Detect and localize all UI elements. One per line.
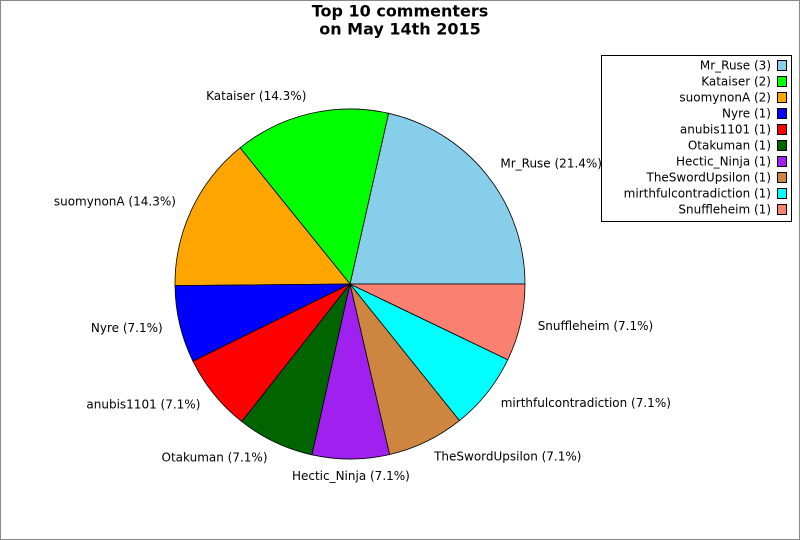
pie-slice <box>239 108 390 285</box>
slice-label: Otakuman (7.1%) <box>162 450 268 464</box>
slice-label: TheSwordUpsilon (7.1%) <box>433 450 581 464</box>
legend-label: suomynonA (2) <box>679 91 771 105</box>
legend-swatch <box>777 76 787 87</box>
slice-label: suomynonA (14.3%) <box>54 194 176 208</box>
slice-label: anubis1101 (7.1%) <box>86 398 200 412</box>
pie-slice <box>349 112 526 285</box>
legend-swatch <box>777 188 787 199</box>
legend-label: mirthfulcontradiction (1) <box>624 187 771 201</box>
slice-label: mirthfulcontradiction (7.1%) <box>501 396 671 410</box>
legend-swatch <box>777 204 787 215</box>
legend-label: TheSwordUpsilon (1) <box>645 171 771 185</box>
legend-label: Kataiser (2) <box>701 75 771 89</box>
chart-title: on May 14th 2015 <box>319 20 481 39</box>
legend-label: Snuffleheim (1) <box>678 203 771 217</box>
legend-swatch <box>777 172 787 183</box>
legend-swatch <box>777 92 787 103</box>
slice-label: Snuffleheim (7.1%) <box>538 319 654 333</box>
legend-swatch <box>777 60 787 71</box>
legend-label: Mr_Ruse (3) <box>700 59 771 73</box>
pie-slice <box>174 147 351 287</box>
legend-label: Otakuman (1) <box>688 139 771 153</box>
slice-label: Mr_Ruse (21.4%) <box>500 156 602 170</box>
legend-swatch <box>777 140 787 151</box>
legend-label: Hectic_Ninja (1) <box>676 155 771 169</box>
slice-label: Kataiser (14.3%) <box>206 89 306 103</box>
slice-label: Nyre (7.1%) <box>91 321 163 335</box>
slice-label: Hectic_Ninja (7.1%) <box>292 469 410 483</box>
legend-box <box>601 55 792 222</box>
pie-slice <box>349 283 526 361</box>
legend-swatch <box>777 124 787 135</box>
legend-label: anubis1101 (1) <box>680 123 771 137</box>
chart-title: Top 10 commenters <box>312 2 489 21</box>
legend-swatch <box>777 108 787 119</box>
legend-label: Nyre (1) <box>722 107 771 121</box>
legend-swatch <box>777 156 787 167</box>
